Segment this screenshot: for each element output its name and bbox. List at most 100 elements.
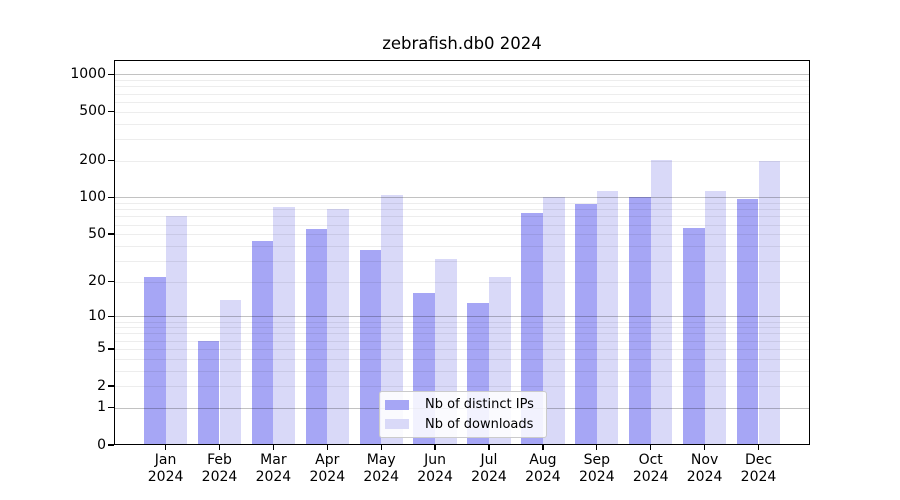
x-ticklabel-aug: Aug 2024 xyxy=(525,452,561,485)
y-tick-100 xyxy=(108,196,114,199)
bar-jan-downloads xyxy=(165,215,188,445)
bar-apr-distinct-ips xyxy=(305,229,328,445)
gridline-major-1000 xyxy=(114,74,810,76)
bar-apr-downloads xyxy=(327,208,349,445)
y-tick-1 xyxy=(108,407,114,409)
y-tick-50 xyxy=(108,233,114,235)
x-ticklabel-may: May 2024 xyxy=(363,452,399,485)
x-ticklabel-oct: Oct 2024 xyxy=(632,452,669,485)
y-tick-10 xyxy=(108,315,114,318)
x-ticklabel-jun: Jun 2024 xyxy=(417,452,453,485)
y-ticklabel-500: 500 xyxy=(79,103,106,120)
x-tick-jan xyxy=(164,445,167,450)
gridline-minor-8 xyxy=(114,327,810,329)
gridline-minor-700 xyxy=(114,93,810,95)
plot-area xyxy=(114,60,810,445)
bar-feb-downloads xyxy=(219,299,242,445)
x-tick-may xyxy=(380,445,382,450)
bar-oct-downloads xyxy=(650,159,673,445)
legend-label-distinct-ips: Nb of distinct IPs xyxy=(425,397,534,413)
x-ticklabel-jul: Jul 2024 xyxy=(471,452,507,485)
x-ticklabel-sep: Sep 2024 xyxy=(578,452,615,485)
y-tick-200 xyxy=(108,159,114,162)
gridline-minor-80 xyxy=(114,209,810,211)
x-ticklabel-jan: Jan 2024 xyxy=(147,452,184,485)
x-tick-sep xyxy=(596,445,598,450)
gridline-minor-5 xyxy=(114,348,810,350)
x-ticklabel-feb: Feb 2024 xyxy=(201,452,238,485)
gridline-minor-7 xyxy=(114,333,810,335)
x-tick-jul xyxy=(488,445,490,450)
gridline-minor-4 xyxy=(114,358,810,360)
bar-aug-distinct-ips xyxy=(521,213,543,445)
bar-dec-distinct-ips xyxy=(736,198,759,445)
y-ticklabel-10: 10 xyxy=(88,307,106,324)
legend-entry-downloads: Nb of downloads xyxy=(385,417,542,432)
y-ticklabel-100: 100 xyxy=(79,188,106,205)
gridline-minor-40 xyxy=(114,245,810,247)
gridline-minor-500 xyxy=(114,111,810,113)
y-ticklabel-2: 2 xyxy=(97,377,106,394)
legend: Nb of distinct IPs Nb of downloads xyxy=(379,391,547,438)
bar-sep-downloads xyxy=(596,190,619,445)
x-tick-feb xyxy=(218,445,221,450)
gridline-minor-50 xyxy=(114,234,810,236)
gridline-minor-6 xyxy=(114,340,810,342)
x-ticklabel-mar: Mar 2024 xyxy=(255,452,292,485)
gridline-minor-20 xyxy=(114,281,810,283)
bar-dec-downloads xyxy=(758,161,781,445)
x-tick-nov xyxy=(703,445,706,450)
y-tick-1000 xyxy=(108,73,114,76)
y-ticklabel-0: 0 xyxy=(97,436,106,453)
x-tick-apr xyxy=(326,445,328,450)
bar-nov-distinct-ips xyxy=(682,228,705,445)
bar-aug-downloads xyxy=(542,196,565,445)
bar-may-distinct-ips xyxy=(359,249,382,445)
gridline-minor-800 xyxy=(114,86,810,88)
x-tick-mar xyxy=(272,445,275,450)
legend-swatch-distinct-ips xyxy=(385,399,409,410)
y-tick-0 xyxy=(108,444,114,446)
x-ticklabel-nov: Nov 2024 xyxy=(686,452,723,485)
y-ticklabel-5: 5 xyxy=(97,340,106,357)
bar-sep-distinct-ips xyxy=(575,204,597,445)
bar-mar-distinct-ips xyxy=(251,240,274,445)
gridline-minor-70 xyxy=(114,216,810,218)
legend-entry-distinct-ips: Nb of distinct IPs xyxy=(385,397,542,412)
y-tick-500 xyxy=(108,110,114,113)
bar-may-downloads xyxy=(381,194,403,445)
gridline-minor-400 xyxy=(114,123,810,125)
x-ticklabel-dec: Dec 2024 xyxy=(740,452,777,485)
y-ticklabel-1: 1 xyxy=(97,399,106,416)
chart-title: zebrafish.db0 2024 xyxy=(382,34,542,53)
gridline-minor-60 xyxy=(114,224,810,226)
x-ticklabel-apr: Apr 2024 xyxy=(309,452,346,485)
gridline-minor-200 xyxy=(114,160,810,162)
y-tick-20 xyxy=(108,281,114,283)
y-tick-2 xyxy=(108,385,114,387)
gridline-minor-900 xyxy=(114,80,810,82)
gridline-minor-600 xyxy=(114,101,810,103)
legend-swatch-downloads xyxy=(385,419,409,430)
bar-oct-distinct-ips xyxy=(629,196,651,445)
gridline-minor-3 xyxy=(114,370,810,372)
x-tick-jun xyxy=(434,445,436,450)
bar-nov-downloads xyxy=(704,190,727,445)
x-tick-dec xyxy=(757,445,760,450)
gridline-major-10 xyxy=(114,316,810,318)
x-tick-oct xyxy=(650,445,652,450)
gridline-minor-300 xyxy=(114,138,810,140)
legend-label-downloads: Nb of downloads xyxy=(425,416,534,432)
bar-mar-downloads xyxy=(273,207,296,445)
y-ticklabel-50: 50 xyxy=(88,225,106,242)
gridline-minor-90 xyxy=(114,203,810,205)
x-tick-aug xyxy=(542,445,544,450)
bar-jan-distinct-ips xyxy=(143,276,166,445)
y-ticklabel-1000: 1000 xyxy=(70,65,106,82)
gridline-major-100 xyxy=(114,197,810,199)
y-ticklabel-20: 20 xyxy=(88,273,106,290)
gridline-minor-30 xyxy=(114,260,810,262)
y-tick-5 xyxy=(108,348,114,350)
bar-feb-distinct-ips xyxy=(197,340,220,445)
